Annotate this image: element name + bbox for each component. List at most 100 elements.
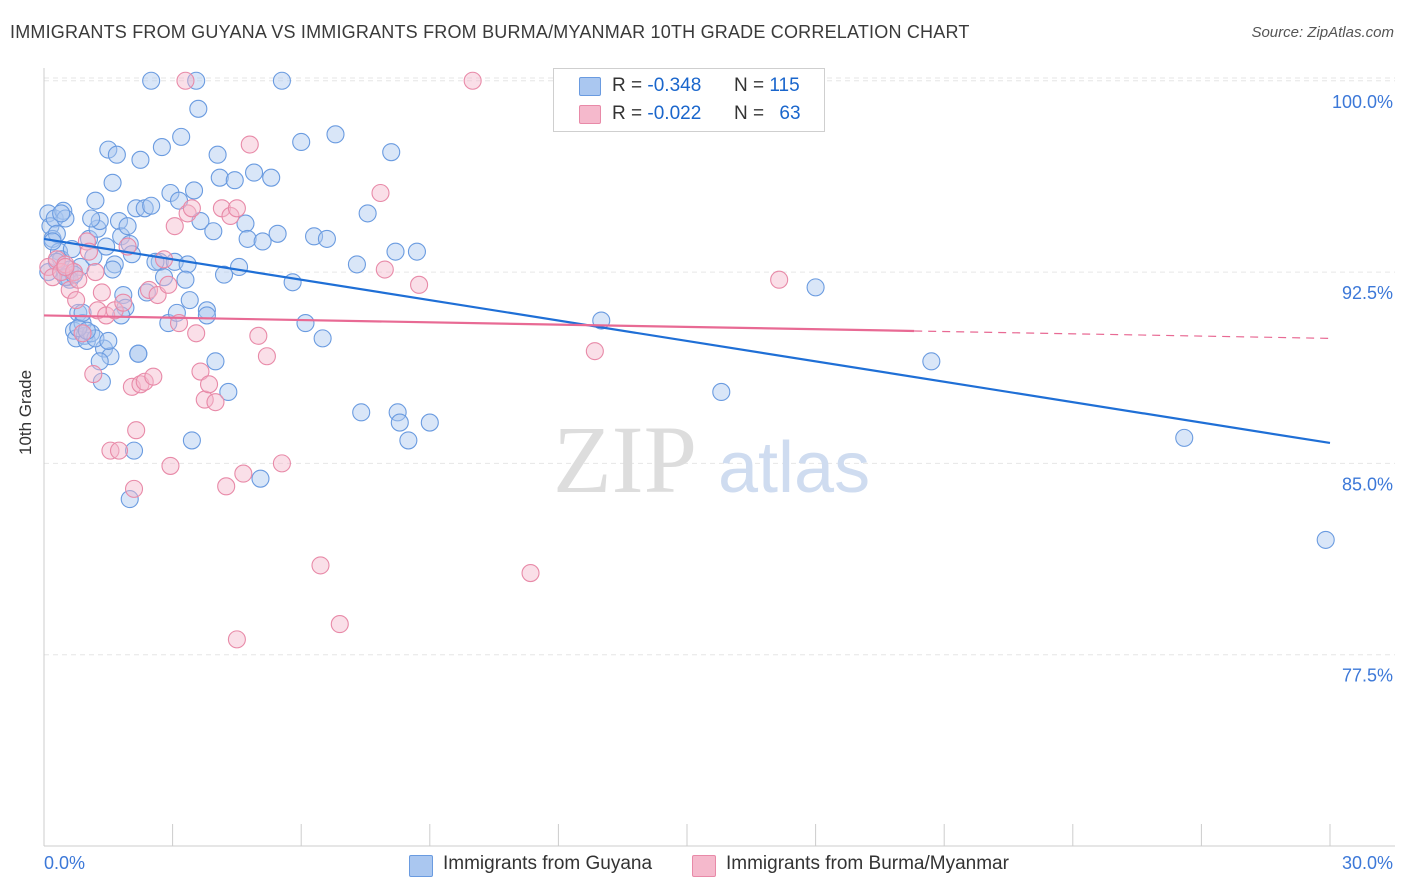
point-guyana [180, 291, 199, 310]
r-label: R = -0.022 [612, 103, 702, 124]
point-burma [159, 275, 178, 294]
point-burma [144, 367, 163, 386]
point-burma [234, 464, 253, 483]
point-guyana [399, 431, 418, 450]
stats-row-burma: R = -0.022 N = 63 [554, 101, 824, 127]
legend-swatch-guyana [409, 855, 433, 877]
point-guyana [382, 143, 401, 162]
r-value: -0.348 [647, 75, 702, 96]
series-legend: Immigrants from Guyana Immigrants from B… [0, 852, 1406, 878]
n-label: N = 63 [734, 103, 801, 124]
trend-line-guyana [43, 237, 1331, 445]
point-guyana [184, 181, 204, 200]
point-guyana [103, 173, 122, 192]
y-tick-label: 77.5% [1342, 666, 1393, 686]
point-guyana [806, 278, 825, 297]
legend-label-burma: Immigrants from Burma/Myanmar [726, 853, 1009, 874]
point-guyana [129, 344, 148, 363]
point-burma [240, 135, 259, 154]
point-burma [463, 71, 482, 90]
point-burma [176, 71, 195, 90]
n-label: N = 115 [734, 75, 800, 96]
y-tick-label: 85.0% [1342, 474, 1393, 494]
point-guyana [86, 191, 105, 210]
point-burma [109, 441, 129, 460]
point-guyana [236, 214, 255, 233]
legend-swatch-burma [692, 855, 716, 877]
point-burma [227, 199, 246, 218]
y-tick-label: 100.0% [1332, 92, 1393, 112]
point-guyana [407, 242, 426, 261]
point-guyana [253, 232, 272, 251]
point-guyana [152, 138, 171, 157]
point-guyana [420, 413, 439, 432]
point-guyana [206, 352, 225, 371]
point-guyana [197, 306, 216, 325]
point-guyana [326, 125, 345, 144]
point-guyana [120, 490, 139, 509]
point-guyana [182, 431, 201, 450]
trend-lines [43, 237, 1331, 445]
point-guyana [99, 331, 118, 350]
x-tick-label: 30.0% [1342, 853, 1393, 873]
point-burma [221, 206, 240, 225]
point-burma [206, 393, 225, 412]
stats-legend: R = -0.348 N = 115 R = -0.022 N = 63 [553, 68, 825, 132]
point-guyana [313, 329, 332, 348]
point-guyana [238, 229, 257, 248]
point-burma [92, 283, 111, 302]
chart-title: IMMIGRANTS FROM GUYANA VS IMMIGRANTS FRO… [10, 22, 970, 42]
axes [43, 68, 1395, 847]
point-guyana [712, 382, 731, 402]
point-guyana [210, 168, 229, 187]
trend-line-burma-dashed [914, 330, 1331, 339]
point-guyana [118, 217, 137, 236]
point-guyana [189, 99, 208, 118]
point-burma [191, 362, 210, 381]
point-burma [410, 275, 429, 294]
point-guyana [124, 441, 144, 460]
point-burma [43, 268, 62, 287]
legend-swatch-guyana [579, 77, 601, 96]
point-burma [227, 630, 246, 649]
point-burma [371, 183, 390, 203]
point-guyana [1175, 428, 1194, 447]
stats-row-guyana: R = -0.348 N = 115 [554, 73, 824, 99]
point-guyana [88, 219, 107, 238]
point-guyana [251, 469, 270, 488]
r-value: -0.022 [647, 103, 702, 124]
point-burma [217, 477, 236, 496]
point-burma [249, 326, 268, 345]
point-burma [86, 263, 105, 282]
point-guyana [178, 255, 197, 274]
point-burma [311, 556, 330, 575]
point-guyana [137, 283, 156, 302]
point-guyana [131, 150, 150, 169]
point-guyana [262, 168, 281, 187]
point-burma [114, 293, 133, 312]
y-tick-label: 92.5% [1342, 283, 1393, 303]
n-value: 115 [769, 75, 800, 96]
gridlines [44, 77, 1395, 656]
trend-line-burma [43, 314, 915, 333]
point-burma [67, 291, 86, 310]
point-guyana [52, 204, 71, 223]
point-burma [257, 347, 276, 366]
point-burma [375, 260, 394, 279]
legend-label-guyana: Immigrants from Guyana [443, 853, 653, 874]
point-guyana [82, 209, 101, 228]
point-guyana [922, 352, 941, 371]
watermark-atlas: atlas [718, 428, 870, 508]
point-burma [127, 421, 146, 440]
point-burma [770, 270, 789, 289]
point-guyana [347, 255, 366, 274]
point-guyana [272, 71, 291, 90]
point-guyana [296, 314, 315, 333]
data-points [39, 71, 1335, 649]
point-guyana [101, 347, 120, 366]
point-guyana [317, 229, 336, 248]
point-burma [69, 270, 88, 289]
point-burma [135, 372, 154, 391]
point-guyana [176, 270, 195, 289]
point-burma [182, 199, 201, 218]
